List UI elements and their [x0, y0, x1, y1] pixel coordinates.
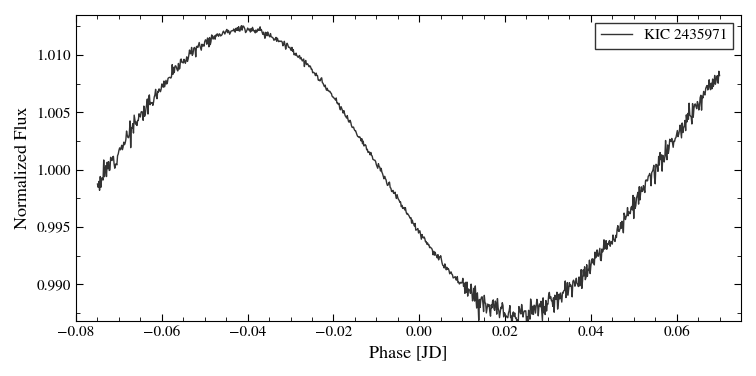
- X-axis label: Phase [JD]: Phase [JD]: [369, 345, 448, 361]
- KIC 2435971: [538, 309, 547, 314]
- KIC 2435971: [359, 144, 368, 148]
- Legend: KIC 2435971: KIC 2435971: [595, 23, 733, 49]
- KIC 2435971: [562, 280, 572, 285]
- KIC 2435971: [631, 203, 640, 208]
- KIC 2435971: [507, 329, 516, 333]
- Line: KIC 2435971: KIC 2435971: [98, 26, 720, 331]
- KIC 2435971: [237, 23, 246, 28]
- KIC 2435971: [161, 81, 170, 86]
- KIC 2435971: [93, 182, 102, 186]
- KIC 2435971: [256, 24, 265, 29]
- KIC 2435971: [715, 73, 724, 78]
- Y-axis label: Normalized Flux: Normalized Flux: [15, 107, 31, 229]
